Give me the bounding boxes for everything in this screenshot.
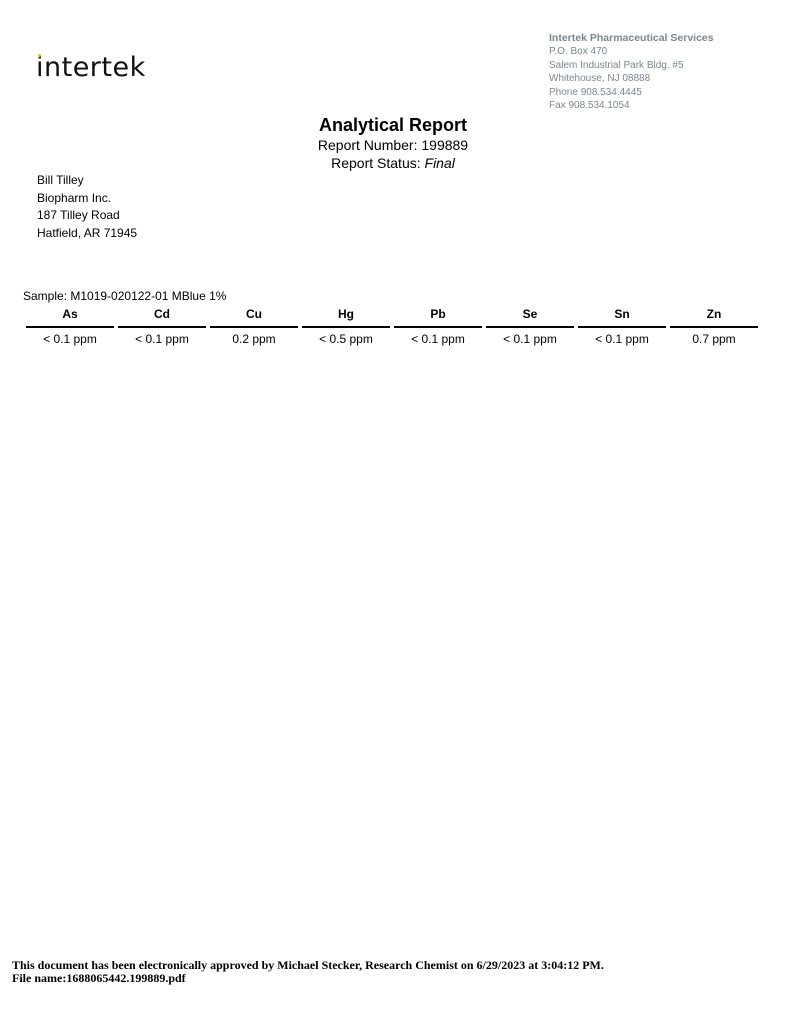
logo-text: intertek [36,52,146,83]
intertek-logo: intertek [36,52,146,83]
report-heading: Analytical Report Report Number: 199889 … [0,114,786,172]
report-status: Report Status: Final [0,154,786,172]
result-pb: < 0.1 ppm [411,332,465,346]
client-city: Hatfield, AR 71945 [37,225,138,240]
result-zn: 0.7 ppm [692,332,736,346]
client-street: 187 Tilley Road [37,208,120,222]
result-se: < 0.1 ppm [503,332,557,346]
table-header-row: As Cd Cu Hg Pb Se Sn Zn [26,305,758,328]
report-title: Analytical Report [318,115,468,135]
client-address: Bill Tilley Biopharm Inc. 187 Tilley Roa… [37,172,137,242]
company-address: Intertek Pharmaceutical Services P.O. Bo… [549,32,714,112]
sample-label: Sample: M1019-020122-01 MBlue 1% [23,289,227,303]
status-value: Final [424,155,455,171]
result-as: < 0.1 ppm [43,332,97,346]
client-company: Biopharm Inc. [37,190,112,205]
report-number: Report Number: 199889 [317,137,469,153]
column-header-cd: Cd [118,305,206,328]
status-label: Report Status: [331,155,425,171]
address-line: Salem Industrial Park Bldg. #5 [549,59,684,71]
results-table: As Cd Cu Hg Pb Se Sn Zn < 0.1 ppm < 0.1 ppm 0.2 p… [22,305,762,350]
column-header-as: As [26,305,114,328]
result-sn: < 0.1 ppm [595,332,649,346]
phone: Phone 908.534.4445 [549,86,642,98]
address-line: Whitehouse, NJ 08888 [549,73,651,85]
column-header-pb: Pb [394,305,482,328]
approval-text: This document has been electronically ap… [12,958,604,972]
result-cd: < 0.1 ppm [135,332,189,346]
company-name: Intertek Pharmaceutical Services [549,32,714,44]
address-line: P.O. Box 470 [549,46,608,58]
fax: Fax 908.534.1054 [549,100,630,112]
column-header-hg: Hg [302,305,390,328]
result-hg: < 0.5 ppm [319,332,373,346]
column-header-zn: Zn [670,305,758,328]
table-row: < 0.1 ppm < 0.1 ppm 0.2 ppm < 0.5 ppm < 0.1 … [26,328,758,350]
result-cu: 0.2 ppm [232,332,276,346]
client-name: Bill Tilley [37,173,84,187]
column-header-se: Se [486,305,574,328]
column-header-sn: Sn [578,305,666,328]
column-header-cu: Cu [210,305,298,328]
file-name: File name:1688065442.199889.pdf [12,971,186,985]
approval-footer: This document has been electronically ap… [12,959,604,985]
